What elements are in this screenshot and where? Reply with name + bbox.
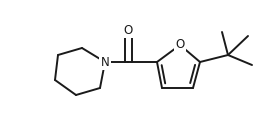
Text: O: O xyxy=(123,24,133,36)
Text: O: O xyxy=(175,38,185,51)
Text: N: N xyxy=(101,55,109,68)
